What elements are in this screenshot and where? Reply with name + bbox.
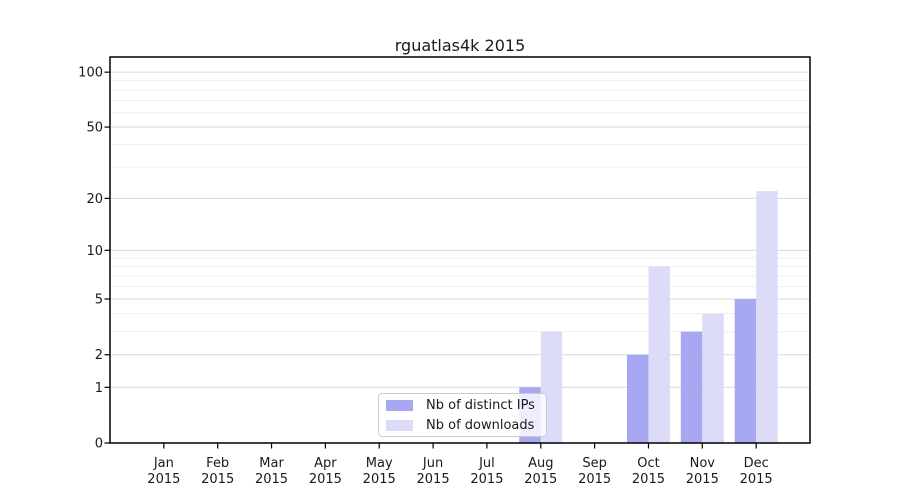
- y-tick-label-20: 20: [86, 192, 103, 207]
- x-tick-label-oct: Oct: [637, 456, 659, 471]
- bar-nov-downloads: [702, 313, 724, 443]
- y-tick-label-0: 0: [95, 437, 103, 452]
- x-tick-year-sep: 2015: [578, 472, 611, 487]
- x-tick-label-mar: Mar: [259, 456, 284, 471]
- y-tick-label-50: 50: [86, 121, 103, 136]
- x-tick-year-jan: 2015: [147, 472, 180, 487]
- x-tick-label-dec: Dec: [744, 456, 769, 471]
- x-tick-year-feb: 2015: [201, 472, 234, 487]
- x-tick-year-oct: 2015: [632, 472, 665, 487]
- legend-label-downloads: Nb of downloads: [426, 417, 535, 433]
- y-tick-label-5: 5: [95, 293, 103, 308]
- x-tick-label-apr: Apr: [314, 456, 337, 471]
- x-tick-year-apr: 2015: [309, 472, 342, 487]
- bar-dec-distinct-ips: [734, 299, 757, 443]
- legend-swatch-downloads-icon: [386, 419, 413, 431]
- y-tick-label-10: 10: [86, 244, 103, 259]
- legend-swatch-distinct-ips-icon: [386, 399, 413, 411]
- x-tick-label-feb: Feb: [206, 456, 229, 471]
- x-tick-year-aug: 2015: [524, 472, 557, 487]
- chart-title: rguatlas4k 2015: [394, 36, 526, 55]
- x-tick-label-aug: Aug: [528, 456, 553, 471]
- y-tick-label-100: 100: [78, 66, 103, 81]
- x-tick-label-nov: Nov: [690, 456, 716, 471]
- bar-nov-distinct-ips: [680, 331, 703, 443]
- bar-dec-downloads: [756, 191, 778, 443]
- legend-item-downloads: Nb of downloads: [386, 415, 546, 435]
- x-tick-label-jul: Jul: [478, 456, 495, 471]
- y-tick-label-1: 1: [95, 381, 103, 396]
- bar-oct-downloads: [648, 266, 670, 443]
- x-tick-year-jun: 2015: [417, 472, 450, 487]
- x-tick-label-jan: Jan: [153, 456, 174, 471]
- legend-item-distinct-ips: Nb of distinct IPs: [386, 395, 546, 415]
- legend-label-distinct-ips: Nb of distinct IPs: [426, 397, 535, 413]
- x-tick-year-may: 2015: [363, 472, 396, 487]
- x-tick-year-dec: 2015: [740, 472, 773, 487]
- x-tick-year-mar: 2015: [255, 472, 288, 487]
- x-tick-year-nov: 2015: [686, 472, 719, 487]
- x-tick-label-may: May: [366, 456, 393, 471]
- legend: Nb of distinct IPs Nb of downloads: [378, 393, 547, 437]
- x-tick-label-jun: Jun: [422, 456, 443, 471]
- x-tick-label-sep: Sep: [582, 456, 607, 471]
- x-tick-year-jul: 2015: [470, 472, 503, 487]
- bar-oct-distinct-ips: [626, 354, 649, 443]
- y-tick-label-2: 2: [95, 348, 103, 363]
